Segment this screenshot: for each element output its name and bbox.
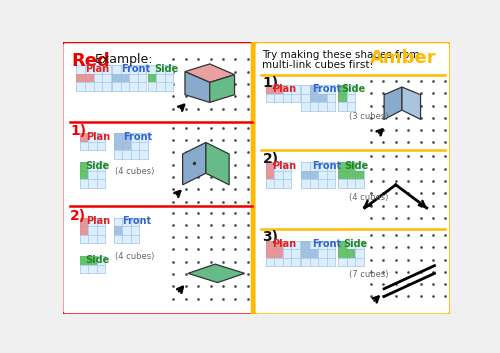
Bar xyxy=(310,94,327,102)
Bar xyxy=(301,241,310,250)
Bar xyxy=(114,226,122,235)
Bar xyxy=(80,162,105,188)
Bar xyxy=(310,85,318,94)
Text: Amber: Amber xyxy=(370,48,436,66)
Text: Front: Front xyxy=(312,161,341,171)
Text: Side: Side xyxy=(344,161,369,171)
Text: Red: Red xyxy=(72,52,110,70)
Bar xyxy=(338,241,347,250)
Bar xyxy=(338,241,364,267)
Bar xyxy=(301,241,336,267)
Text: Front: Front xyxy=(122,216,152,226)
Bar xyxy=(266,85,300,102)
Bar xyxy=(148,74,156,82)
Bar xyxy=(266,241,300,267)
Text: 2): 2) xyxy=(70,209,86,223)
Text: Try making these shapes from: Try making these shapes from xyxy=(262,50,420,60)
Bar xyxy=(80,218,105,243)
Bar xyxy=(80,133,88,142)
Text: Example:: Example: xyxy=(95,53,154,66)
Polygon shape xyxy=(185,64,234,82)
Bar xyxy=(148,65,174,91)
Polygon shape xyxy=(182,143,206,185)
Polygon shape xyxy=(402,87,420,119)
Text: 3): 3) xyxy=(262,230,278,244)
Text: Front: Front xyxy=(123,132,152,142)
Text: Plan: Plan xyxy=(272,239,296,250)
Text: 1): 1) xyxy=(70,124,86,138)
Text: Side: Side xyxy=(342,84,366,94)
Text: Plan: Plan xyxy=(86,132,110,142)
Text: Plan: Plan xyxy=(85,64,109,74)
Bar xyxy=(301,250,318,258)
Text: 1): 1) xyxy=(262,76,278,90)
Text: 2): 2) xyxy=(262,152,278,166)
Text: Plan: Plan xyxy=(272,161,296,171)
Text: Front: Front xyxy=(312,84,341,94)
Bar xyxy=(266,85,282,94)
Text: Side: Side xyxy=(86,255,110,265)
Text: (4 cubes): (4 cubes) xyxy=(349,193,389,202)
Bar xyxy=(338,85,355,111)
FancyBboxPatch shape xyxy=(61,41,256,316)
Bar xyxy=(301,162,336,188)
Text: Side: Side xyxy=(154,64,178,74)
Text: Plan: Plan xyxy=(86,216,110,226)
Text: Side: Side xyxy=(343,239,367,250)
Polygon shape xyxy=(185,72,210,102)
Text: (7 cubes): (7 cubes) xyxy=(349,270,389,279)
Bar xyxy=(338,250,355,258)
Bar xyxy=(80,256,105,273)
Bar xyxy=(347,171,364,179)
Text: multi-link cubes first!: multi-link cubes first! xyxy=(262,60,374,70)
Bar xyxy=(266,250,282,258)
Bar xyxy=(80,218,88,235)
Bar xyxy=(338,171,347,179)
Bar xyxy=(80,162,88,179)
Bar xyxy=(112,74,129,82)
Text: Plan: Plan xyxy=(272,84,296,94)
Text: Side: Side xyxy=(86,161,110,171)
Bar xyxy=(338,94,347,102)
FancyBboxPatch shape xyxy=(253,41,452,316)
Bar xyxy=(301,85,336,111)
Polygon shape xyxy=(210,75,234,102)
Polygon shape xyxy=(384,87,402,119)
Bar xyxy=(114,133,148,158)
Text: (3 cubes): (3 cubes) xyxy=(349,112,389,121)
Text: Front: Front xyxy=(312,239,341,250)
Bar xyxy=(114,133,130,150)
Bar xyxy=(301,171,310,179)
Bar xyxy=(112,65,146,91)
Bar xyxy=(76,74,94,82)
Bar xyxy=(266,162,291,188)
Bar xyxy=(310,171,318,179)
Bar xyxy=(338,162,364,188)
Text: Front: Front xyxy=(120,64,150,74)
Bar xyxy=(80,133,105,150)
Bar xyxy=(266,162,274,179)
Polygon shape xyxy=(206,143,229,185)
Bar xyxy=(338,162,355,171)
Bar xyxy=(114,218,139,243)
Bar xyxy=(338,85,347,94)
Text: (4 cubes): (4 cubes) xyxy=(115,252,154,261)
Bar xyxy=(266,241,282,250)
Text: (4 cubes): (4 cubes) xyxy=(115,167,154,176)
Polygon shape xyxy=(188,264,244,283)
Bar xyxy=(76,65,110,91)
Bar xyxy=(80,256,96,265)
